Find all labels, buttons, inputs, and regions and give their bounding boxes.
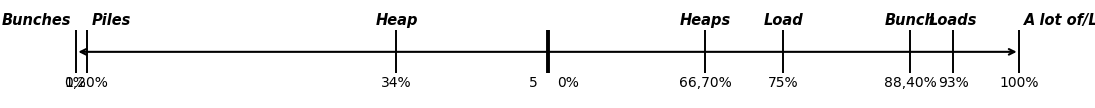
Text: 0%: 0% bbox=[557, 76, 579, 90]
Text: 93%: 93% bbox=[938, 76, 969, 90]
Text: Heaps: Heaps bbox=[680, 13, 730, 28]
Text: Piles: Piles bbox=[92, 13, 131, 28]
Text: Load: Load bbox=[763, 13, 804, 28]
Text: Heap: Heap bbox=[376, 13, 417, 28]
Text: 34%: 34% bbox=[381, 76, 412, 90]
Text: Loads: Loads bbox=[930, 13, 978, 28]
Text: Bunch: Bunch bbox=[885, 13, 935, 28]
Text: 0%: 0% bbox=[65, 76, 87, 90]
Text: A lot of/Lots of: A lot of/Lots of bbox=[1024, 13, 1095, 28]
Text: 66,70%: 66,70% bbox=[679, 76, 731, 90]
Text: 100%: 100% bbox=[1000, 76, 1039, 90]
Text: 1,20%: 1,20% bbox=[65, 76, 108, 90]
Text: 75%: 75% bbox=[769, 76, 799, 90]
Text: 88,40%: 88,40% bbox=[884, 76, 936, 90]
Text: Bunches: Bunches bbox=[1, 13, 71, 28]
Text: 5: 5 bbox=[529, 76, 538, 90]
